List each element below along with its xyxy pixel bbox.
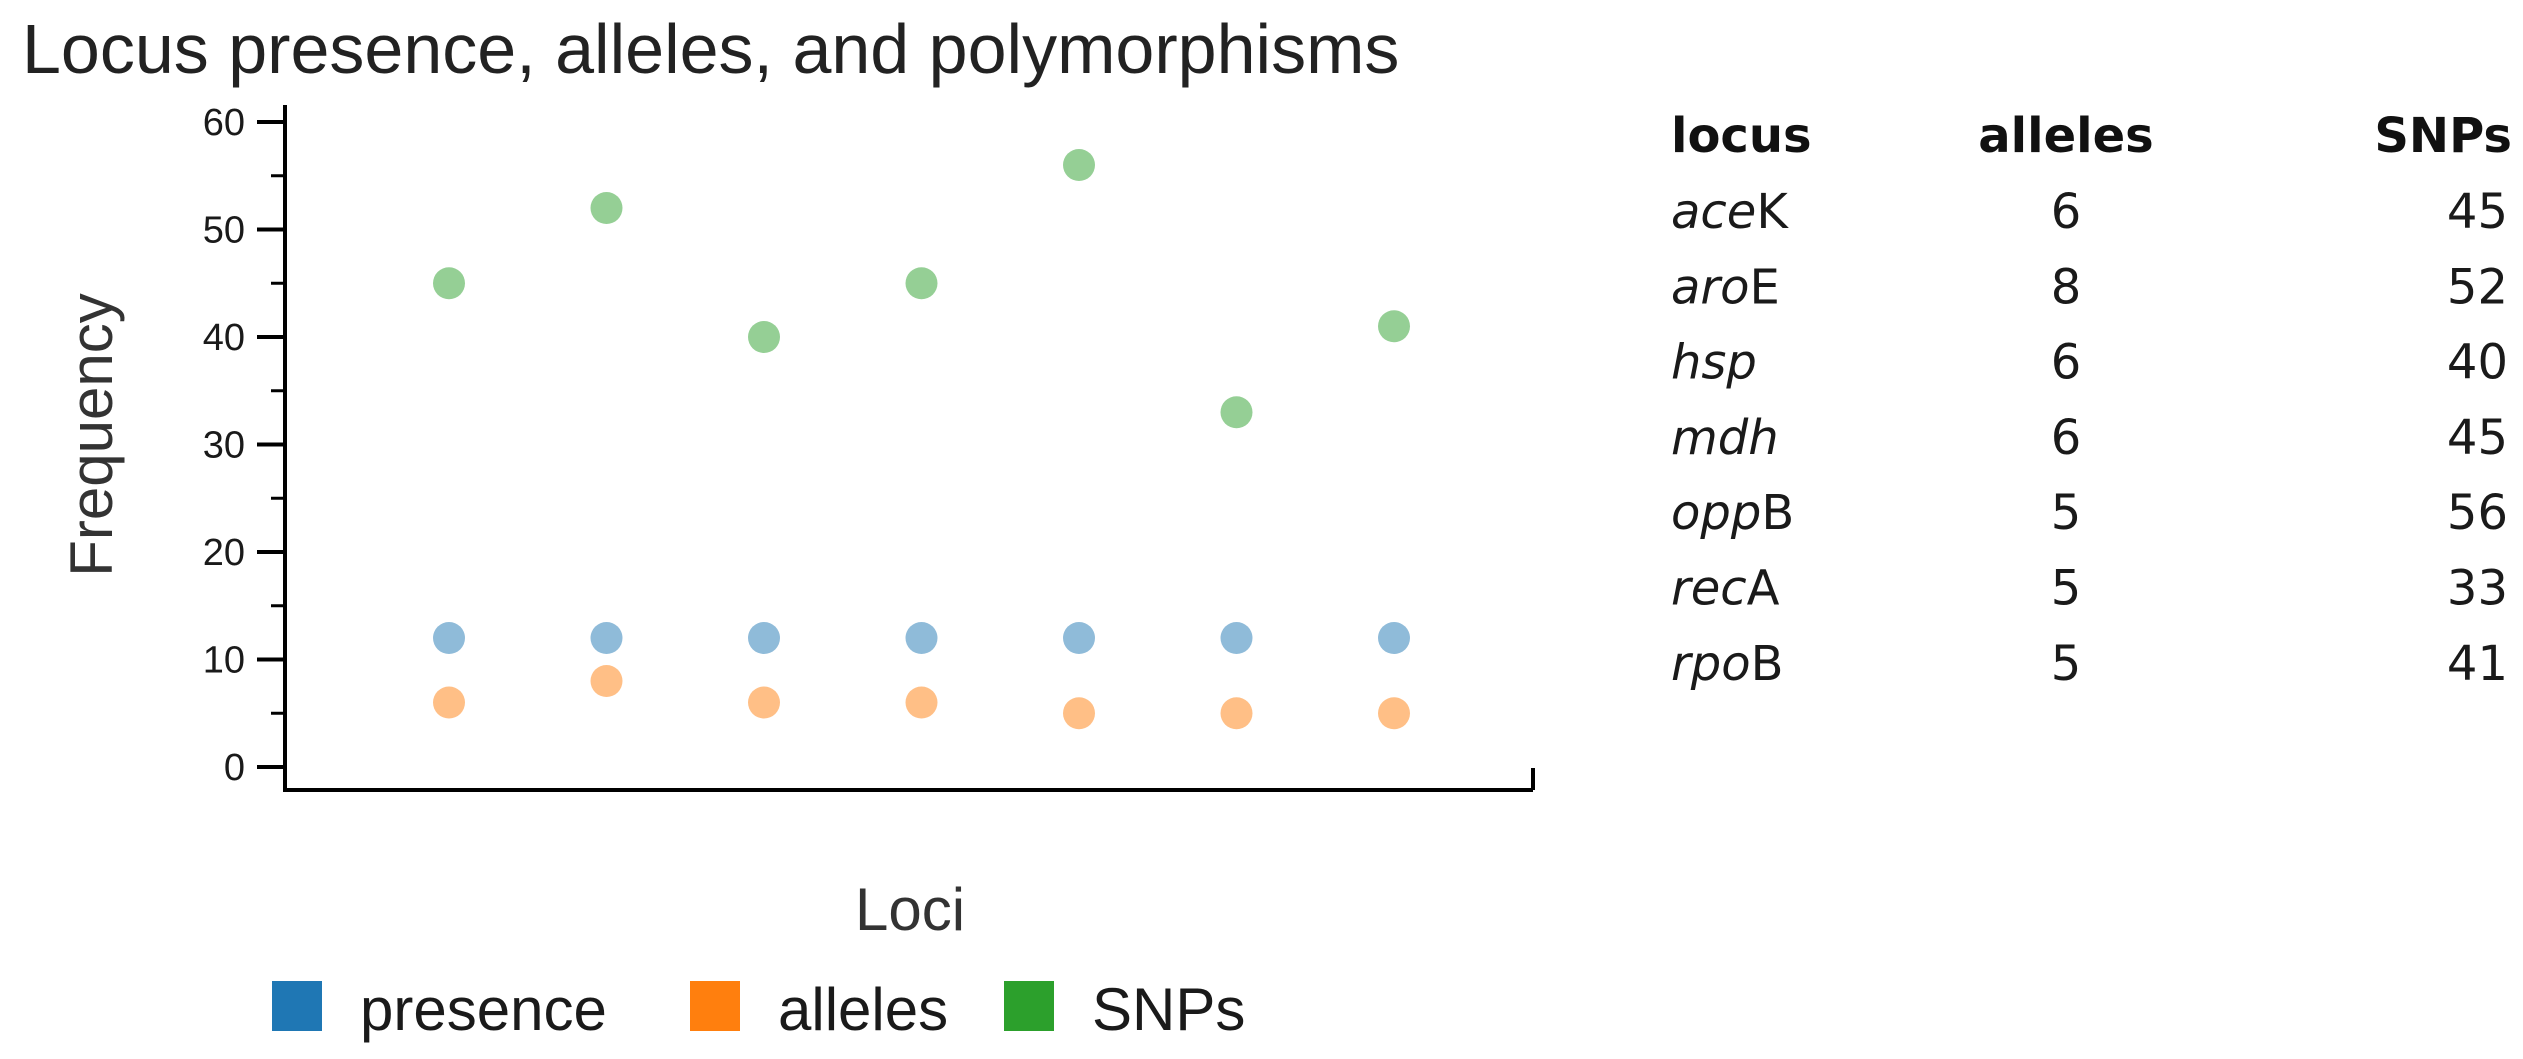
table-cell-alleles: 8 bbox=[2051, 259, 2082, 315]
table-cell-locus: rpoB bbox=[1671, 636, 1784, 692]
chart-axes: 0 10 20 30 40 50 60 Loci Frequency bbox=[58, 102, 1535, 943]
table-cell-locus: hsp bbox=[1671, 335, 1757, 391]
y-tick-label: 40 bbox=[203, 317, 245, 359]
y-tick-label: 0 bbox=[224, 747, 245, 789]
table-cell-alleles: 6 bbox=[2051, 184, 2082, 240]
table-cell-snps: 33 bbox=[2447, 561, 2508, 617]
SNPs-point bbox=[1063, 149, 1095, 181]
table-cell-snps: 45 bbox=[2447, 410, 2508, 466]
SNPs-point bbox=[590, 192, 623, 224]
alleles-point bbox=[1378, 697, 1410, 730]
table-header-snps: SNPs bbox=[2374, 108, 2512, 164]
alleles-point bbox=[1220, 697, 1253, 730]
table-cell-alleles: 6 bbox=[2051, 410, 2082, 466]
SNPs-legend-swatch bbox=[1004, 981, 1054, 1031]
table-cell-locus: mdh bbox=[1671, 410, 1779, 466]
presence-point bbox=[433, 622, 465, 654]
presence-legend-label: presence bbox=[360, 976, 607, 1043]
chart-points bbox=[433, 149, 1410, 730]
y-tick-label: 20 bbox=[203, 532, 245, 574]
alleles-legend-label: alleles bbox=[778, 976, 948, 1043]
table-header-locus: locus bbox=[1671, 108, 1812, 164]
SNPs-point bbox=[433, 267, 465, 300]
table-cell-alleles: 5 bbox=[2051, 561, 2082, 617]
y-axis-label: Frequency bbox=[58, 293, 125, 576]
presence-point bbox=[1063, 622, 1095, 654]
y-tick-label: 50 bbox=[203, 210, 245, 252]
table-cell-locus: recA bbox=[1671, 561, 1780, 617]
table-header-alleles: alleles bbox=[1978, 108, 2153, 164]
table-cell-snps: 52 bbox=[2447, 259, 2508, 315]
presence-point bbox=[748, 622, 780, 654]
alleles-point bbox=[905, 686, 938, 719]
y-tick-label: 60 bbox=[203, 102, 245, 144]
SNPs-legend-label: SNPs bbox=[1092, 976, 1245, 1043]
presence-point bbox=[1378, 622, 1410, 654]
table-cell-snps: 40 bbox=[2447, 335, 2508, 391]
chart-title: Locus presence, alleles, and polymorphis… bbox=[22, 10, 1400, 88]
y-tick-label: 30 bbox=[203, 425, 245, 467]
SNPs-point bbox=[905, 267, 938, 300]
table-cell-locus: aceK bbox=[1671, 184, 1789, 240]
table-cell-snps: 45 bbox=[2447, 184, 2508, 240]
presence-point bbox=[590, 622, 623, 654]
table-cell-alleles: 6 bbox=[2051, 335, 2082, 391]
alleles-point bbox=[433, 686, 465, 719]
x-axis-label: Loci bbox=[855, 876, 965, 943]
table-cell-locus: aroE bbox=[1671, 259, 1780, 315]
SNPs-point bbox=[1378, 310, 1410, 343]
alleles-point bbox=[748, 686, 780, 719]
SNPs-point bbox=[748, 321, 780, 353]
summary-table: locus alleles SNPs aceK 6 45 aroE 8 52 hsp 6 40 mdh 6… bbox=[1671, 108, 2512, 692]
y-tick-label: 10 bbox=[203, 640, 245, 682]
chart-legend: presence alleles SNPs bbox=[272, 976, 1245, 1043]
table-cell-snps: 56 bbox=[2447, 485, 2508, 541]
presence-point bbox=[905, 622, 938, 654]
presence-legend-swatch bbox=[272, 981, 322, 1031]
table-cell-snps: 41 bbox=[2447, 636, 2508, 692]
alleles-point bbox=[1063, 697, 1095, 730]
alleles-point bbox=[590, 665, 623, 697]
table-cell-alleles: 5 bbox=[2051, 636, 2082, 692]
table-cell-alleles: 5 bbox=[2051, 485, 2082, 541]
alleles-legend-swatch bbox=[690, 981, 740, 1031]
table-cell-locus: oppB bbox=[1671, 485, 1794, 541]
presence-point bbox=[1220, 622, 1253, 654]
SNPs-point bbox=[1220, 396, 1253, 429]
